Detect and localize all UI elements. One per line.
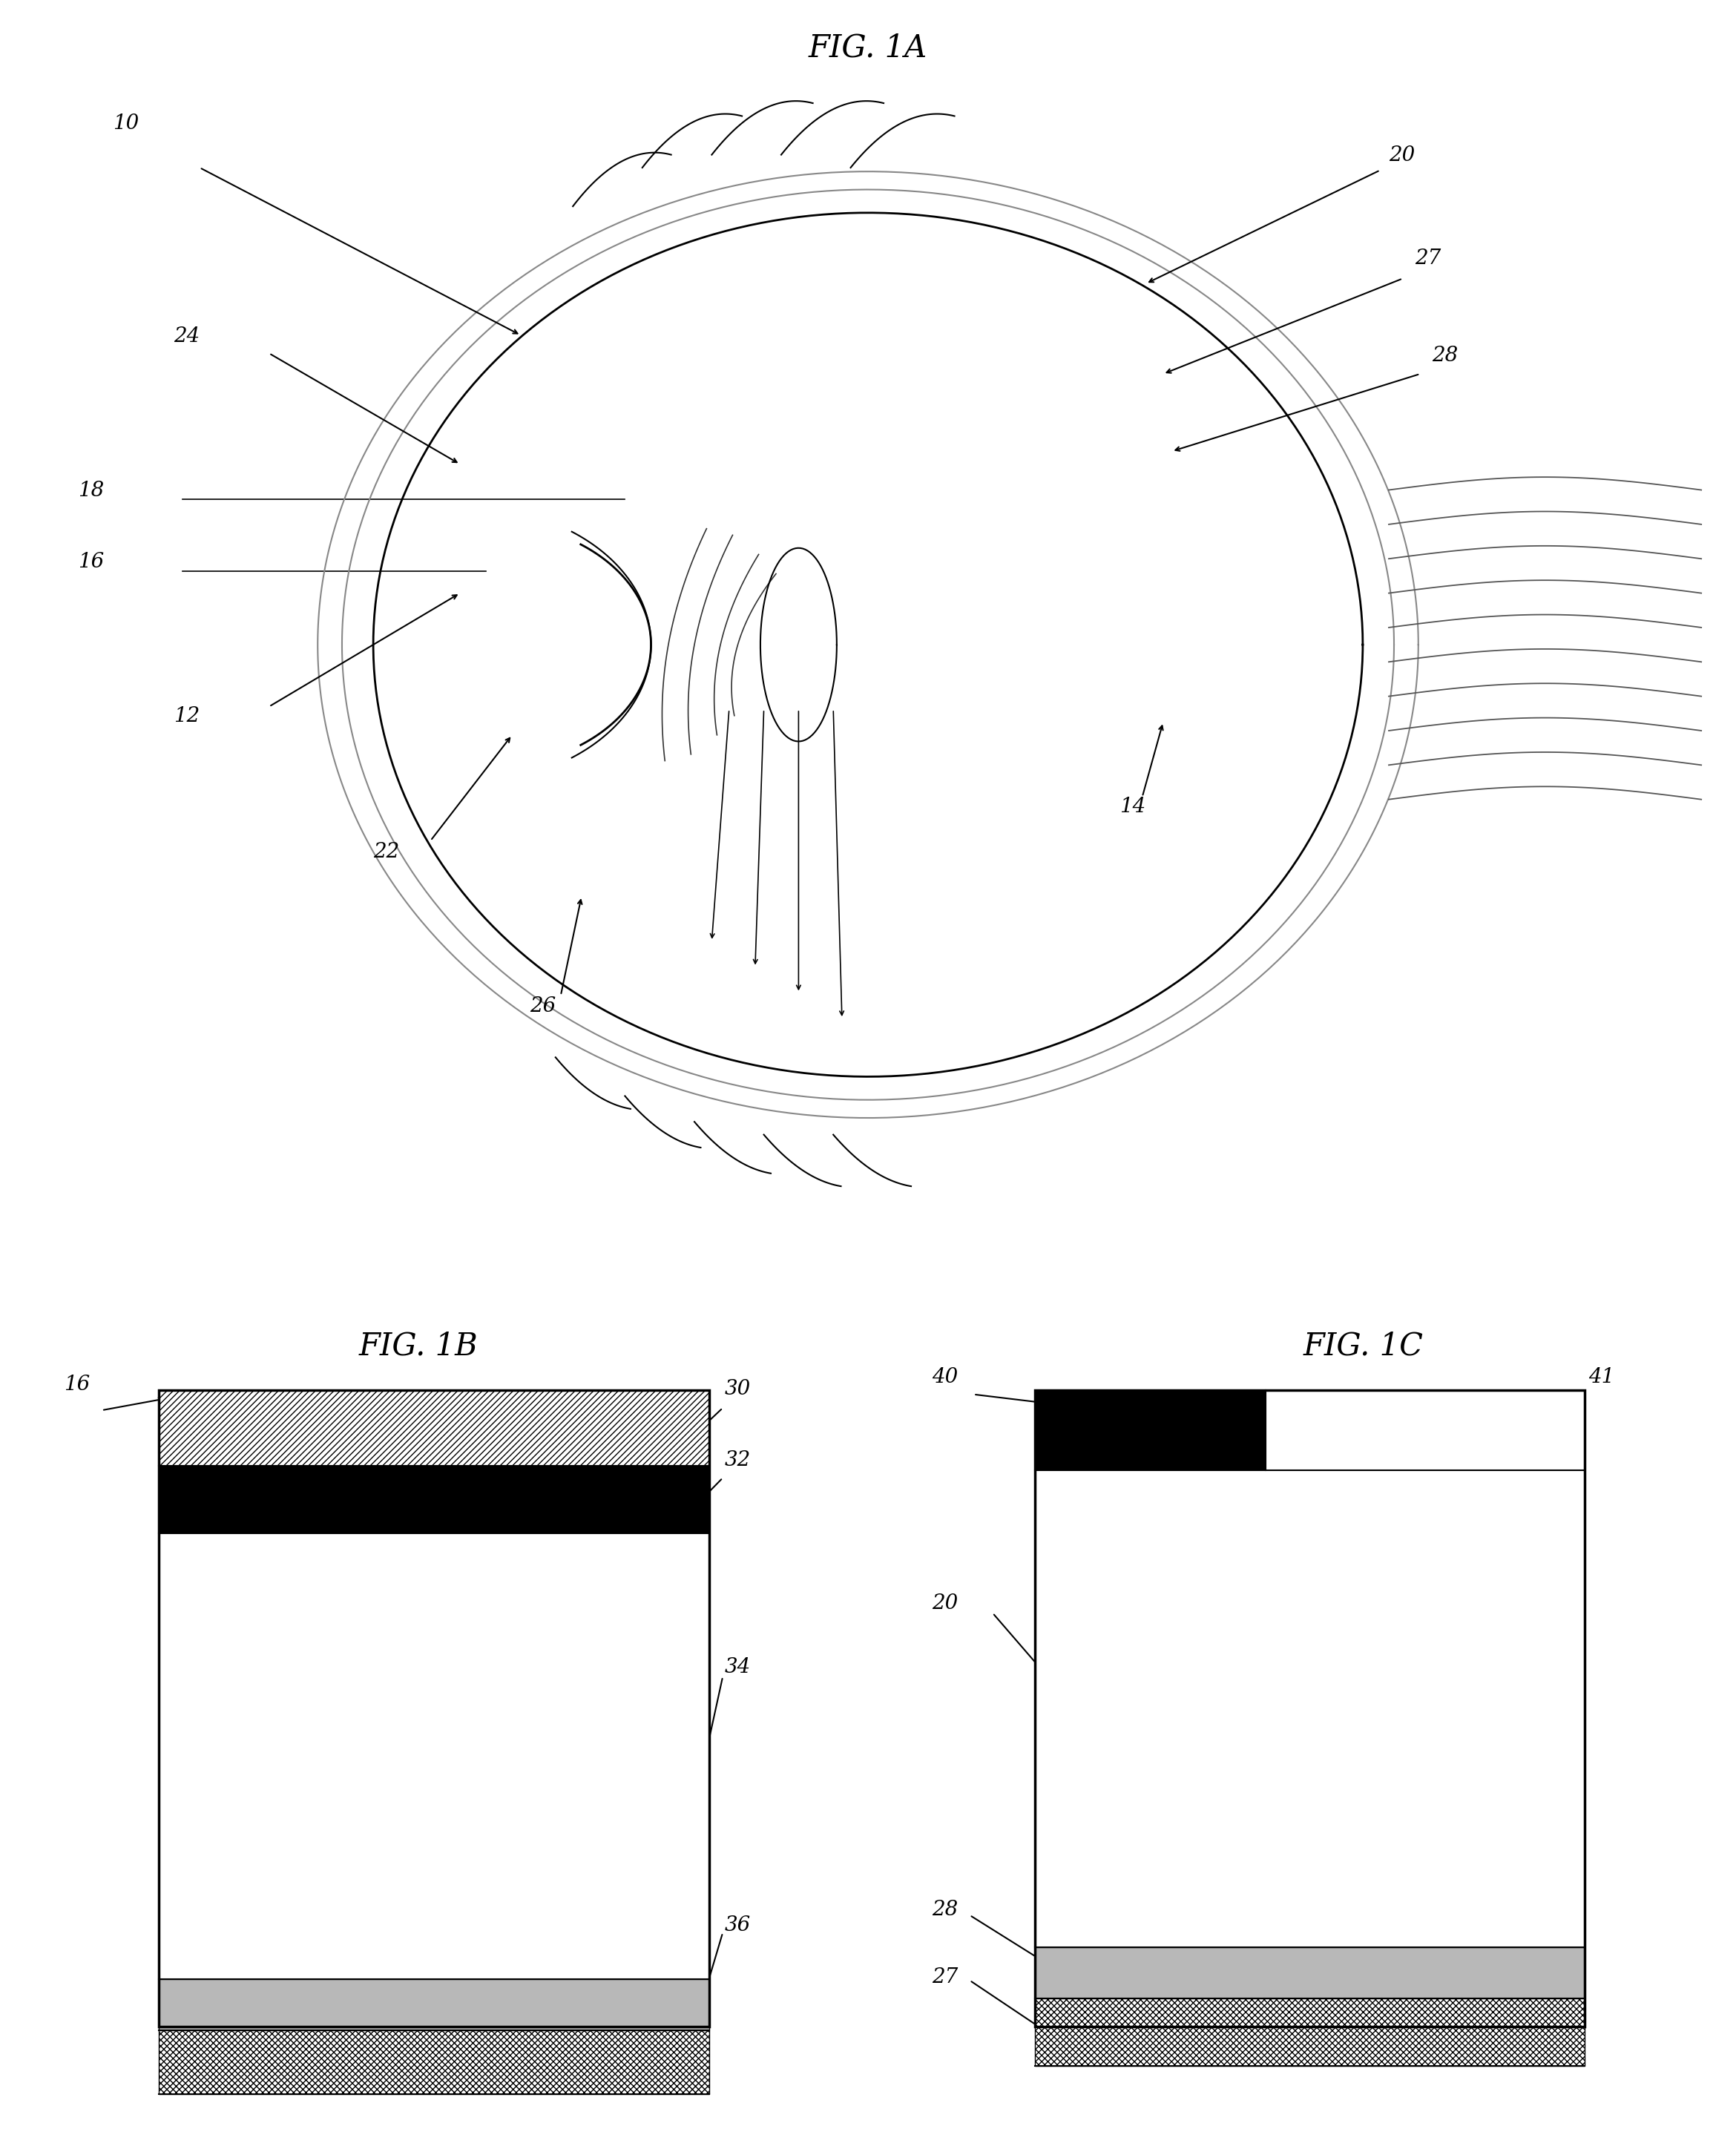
- Bar: [160, 1466, 708, 1534]
- Text: 28: 28: [1432, 346, 1458, 365]
- Bar: [160, 1390, 708, 1466]
- Bar: [1035, 1390, 1585, 2027]
- Text: FIG. 1B: FIG. 1B: [359, 1330, 479, 1362]
- Text: 10: 10: [113, 114, 139, 133]
- Text: 27: 27: [1415, 249, 1441, 269]
- Text: 36: 36: [724, 1915, 750, 1936]
- Text: 16: 16: [78, 552, 104, 572]
- Bar: [1266, 1390, 1585, 1470]
- Bar: [1035, 1947, 1585, 1999]
- Text: 20: 20: [932, 1595, 958, 1614]
- Text: FIG. 1A: FIG. 1A: [809, 32, 927, 62]
- Text: 24: 24: [174, 327, 200, 346]
- Text: 12: 12: [174, 707, 200, 726]
- Text: 30: 30: [724, 1380, 750, 1399]
- Text: 41: 41: [1588, 1367, 1614, 1386]
- Bar: [160, 1979, 708, 2031]
- Text: 22: 22: [373, 842, 399, 862]
- Text: 40: 40: [932, 1367, 958, 1386]
- Text: 34: 34: [724, 1657, 750, 1676]
- Text: 16: 16: [64, 1375, 90, 1395]
- Text: 38: 38: [392, 2072, 418, 2091]
- Text: FIG. 1C: FIG. 1C: [1304, 1330, 1424, 1362]
- Bar: [160, 2031, 708, 2093]
- Text: 14: 14: [1120, 797, 1146, 817]
- Bar: [1035, 1390, 1266, 1470]
- Bar: [160, 1390, 708, 2027]
- Text: 20: 20: [1389, 146, 1415, 165]
- Text: 18: 18: [78, 481, 104, 501]
- Text: 32: 32: [724, 1451, 750, 1470]
- Bar: [160, 1534, 708, 1979]
- Text: 27: 27: [932, 1966, 958, 1988]
- Text: 26: 26: [529, 997, 556, 1016]
- Bar: [1035, 1470, 1585, 1947]
- Bar: [1035, 1999, 1585, 2067]
- Text: 28: 28: [932, 1900, 958, 1919]
